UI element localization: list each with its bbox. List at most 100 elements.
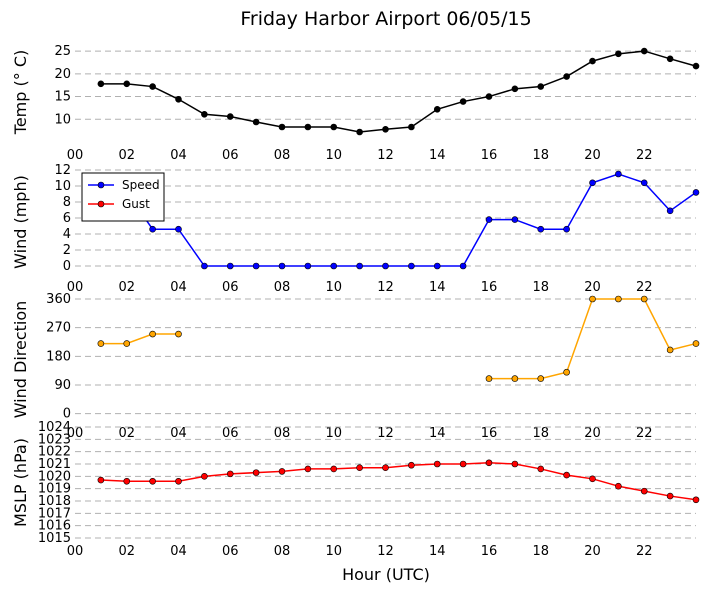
data-point — [382, 262, 389, 270]
data-point — [304, 262, 312, 270]
data-point — [589, 475, 596, 483]
x-tick-label: 10 — [325, 544, 342, 559]
x-tick-label: 06 — [222, 426, 239, 441]
x-tick-label: 04 — [170, 280, 187, 295]
y-tick-label: 15 — [54, 90, 71, 105]
data-point — [692, 340, 700, 347]
data-point — [356, 128, 363, 136]
x-tick-label: 10 — [325, 426, 342, 441]
data-point — [640, 179, 648, 187]
data-point — [692, 189, 700, 196]
x-tick-label: 14 — [429, 426, 446, 441]
y-tick-label: 12 — [54, 163, 71, 178]
y-tick-label: 1024 — [38, 420, 71, 435]
data-point — [175, 95, 182, 103]
y-tick-label: 180 — [46, 349, 71, 364]
data-point — [459, 460, 467, 468]
data-point — [408, 262, 415, 270]
data-point — [175, 330, 182, 338]
data-point — [511, 460, 519, 468]
data-point — [278, 262, 286, 270]
data-point — [201, 473, 208, 480]
x-tick-label: 02 — [118, 280, 135, 295]
x-tick-label: 22 — [636, 544, 653, 559]
x-tick-label: 16 — [481, 280, 498, 295]
data-point — [615, 170, 622, 178]
x-tick-label: 22 — [636, 426, 653, 441]
x-tick-label: 06 — [222, 544, 239, 559]
data-point — [459, 262, 467, 270]
x-tick-label: 22 — [636, 148, 653, 163]
legend-label: Gust — [122, 197, 150, 211]
data-point — [666, 207, 674, 215]
y-tick-label: 10 — [54, 179, 71, 194]
y-tick-label: 8 — [63, 195, 71, 210]
x-tick-label: 10 — [325, 148, 342, 163]
x-tick-label: 00 — [67, 148, 84, 163]
data-point — [615, 482, 622, 490]
x-tick-label: 10 — [325, 280, 342, 295]
x-tick-label: 18 — [532, 148, 549, 163]
y-tick-label: 1022 — [38, 445, 71, 460]
data-point — [537, 83, 545, 90]
data-point — [175, 477, 182, 485]
data-point — [123, 80, 131, 88]
series-line — [100, 333, 179, 345]
x-tick-label: 08 — [274, 280, 291, 295]
data-point — [149, 83, 156, 90]
data-point — [666, 346, 674, 354]
data-point — [640, 487, 648, 495]
x-tick-label: 04 — [170, 544, 187, 559]
y-tick-label: 1021 — [38, 457, 71, 472]
y-tick-label: 20 — [54, 67, 71, 82]
x-tick-label: 14 — [429, 148, 446, 163]
series-line — [489, 298, 697, 380]
data-point — [511, 216, 519, 223]
x-tick-label: 14 — [429, 544, 446, 559]
x-tick-label: 12 — [377, 280, 394, 295]
data-point — [640, 295, 648, 303]
data-point — [640, 47, 648, 55]
x-tick-label: 20 — [584, 544, 601, 559]
data-point — [537, 375, 545, 382]
y-tick-label: 1018 — [38, 494, 71, 509]
x-tick-label: 12 — [377, 426, 394, 441]
x-tick-label: 04 — [170, 426, 187, 441]
panel-2: 0 90 180 270 360 00 02 04 06 08 10 12 14 16 18 20 22 Wind… — [11, 292, 700, 441]
data-point — [123, 477, 131, 485]
y-tick-label: 0 — [63, 407, 71, 422]
data-point — [201, 262, 208, 270]
data-point — [97, 80, 105, 88]
y-tick-label: 25 — [54, 44, 71, 59]
x-tick-label: 18 — [532, 544, 549, 559]
x-tick-label: 04 — [170, 148, 187, 163]
data-point — [563, 73, 570, 80]
data-point — [149, 477, 156, 485]
data-point — [304, 123, 312, 131]
legend-swatch-marker — [97, 200, 105, 208]
data-point — [97, 340, 105, 347]
data-point — [511, 375, 519, 382]
y-tick-label: 10 — [54, 112, 71, 127]
data-point — [330, 262, 338, 270]
data-point — [589, 179, 596, 187]
x-tick-label: 02 — [118, 544, 135, 559]
data-point — [563, 225, 570, 233]
data-point — [537, 225, 545, 233]
y-tick-label: 1015 — [38, 531, 71, 546]
x-tick-label: 20 — [584, 426, 601, 441]
y-tick-label: 1017 — [38, 506, 71, 521]
legend-label: Speed — [122, 178, 160, 192]
chart-title: Friday Harbor Airport 06/05/15 — [240, 8, 531, 30]
y-tick-label: 270 — [46, 321, 71, 336]
data-point — [382, 464, 389, 472]
legend-swatch-marker — [97, 181, 105, 189]
x-tick-label: 20 — [584, 148, 601, 163]
y-tick-label: 1016 — [38, 519, 71, 534]
y-tick-label: 1020 — [38, 469, 71, 484]
x-tick-label: 00 — [67, 426, 84, 441]
data-point — [485, 375, 493, 382]
data-point — [433, 105, 441, 113]
